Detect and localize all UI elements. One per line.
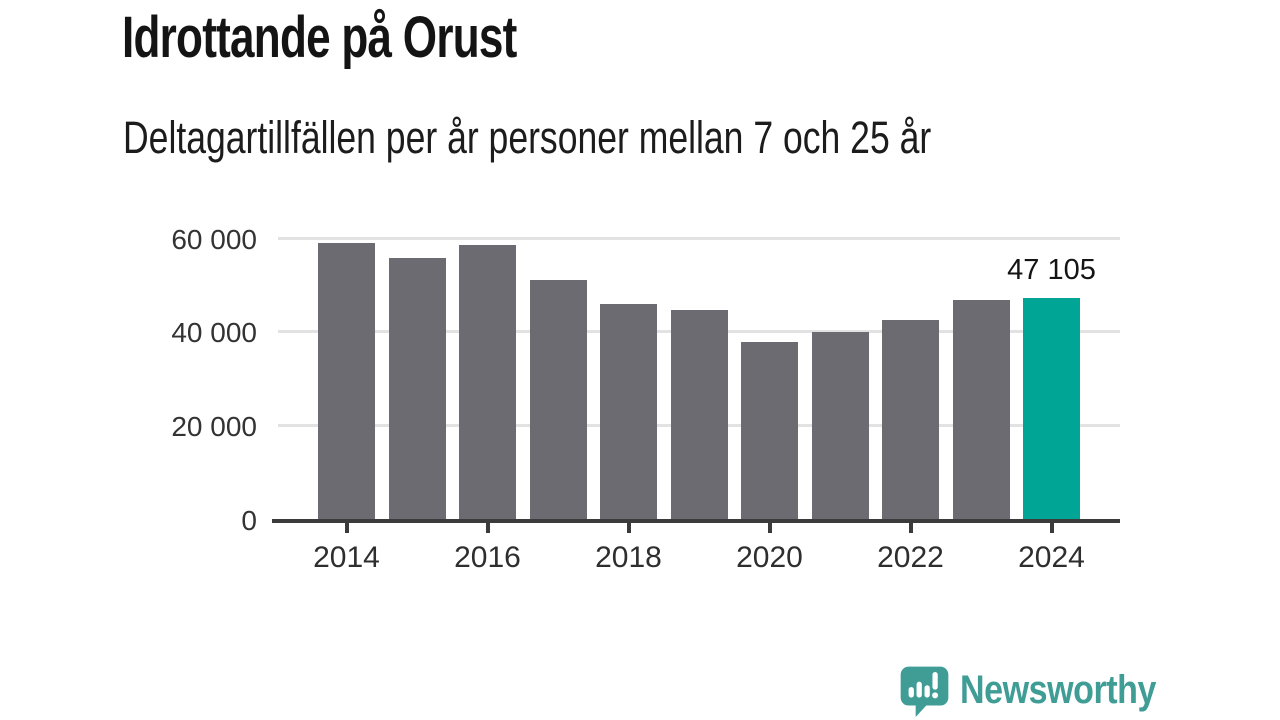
x-axis-tick [344,523,349,533]
x-axis-label: 2014 [313,541,380,574]
x-axis-line [272,519,1120,523]
y-axis-label: 20 000 [171,410,257,442]
y-axis-label: 60 000 [171,223,257,255]
chart-speech-bubble-icon [898,664,951,717]
x-axis-tick [1049,523,1054,533]
chart-title: Idrottande på Orust [122,5,517,70]
x-axis-label: 2018 [595,541,662,574]
y-axis-label: 0 [241,504,257,536]
x-axis-label: 2022 [877,541,944,574]
bar-2019 [670,309,728,519]
x-axis-tick [626,523,631,533]
bar-2018 [600,303,657,519]
x-axis-label: 2016 [454,541,521,574]
bar-2015 [388,257,446,519]
bar-2023 [952,299,1010,519]
x-axis-label: 2020 [736,541,803,574]
y-axis-label: 40 000 [171,317,257,349]
bar-2017 [529,280,587,519]
bar-2020 [741,342,798,519]
x-axis-tick [908,523,913,533]
x-axis-tick [485,523,490,533]
x-axis-label: 2024 [1018,541,1085,574]
value-annotation: 47 105 [1007,254,1096,287]
x-axis-tick [767,523,772,533]
newsworthy-logo: Newsworthy [898,664,1191,717]
bar-2021 [811,331,869,519]
plot-area [272,236,1120,533]
bar-2014 [318,243,375,519]
bar-2022 [882,319,939,519]
bar-2024 [1023,298,1080,519]
chart-subtitle: Deltagartillfällen per år personer mella… [123,112,932,163]
bar-2016 [459,244,516,519]
gridline [278,236,1120,240]
newsworthy-logo-text: Newsworthy [960,668,1157,712]
